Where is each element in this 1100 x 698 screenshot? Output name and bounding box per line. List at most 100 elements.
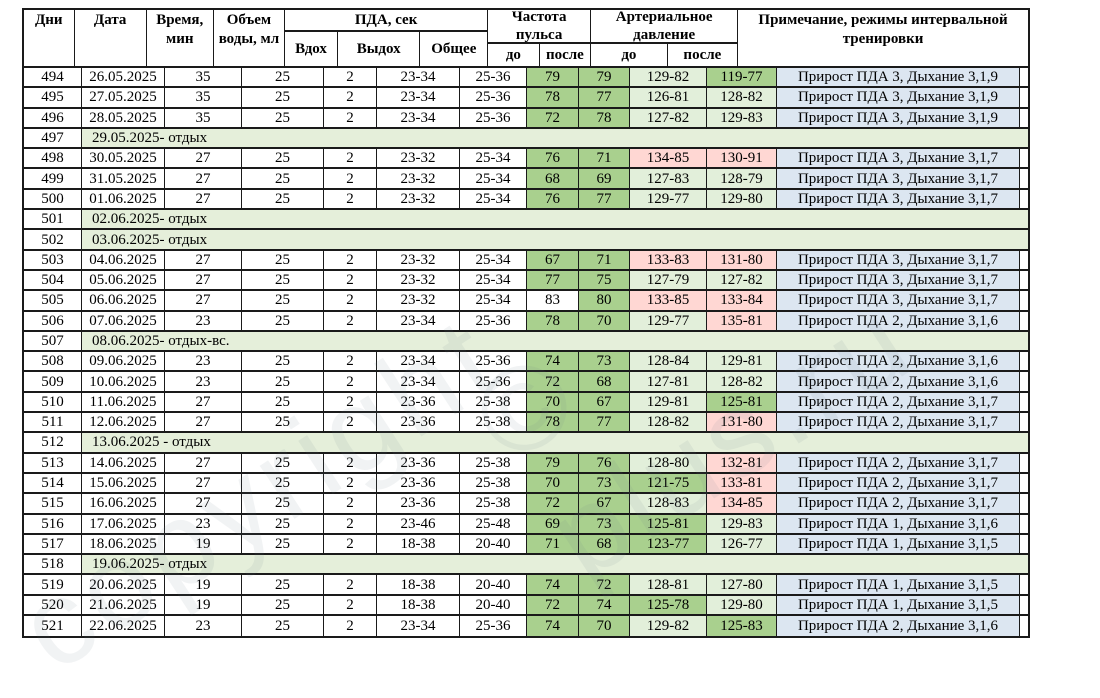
cell-exhale: 23-36 xyxy=(377,473,460,493)
header-pulse-before: до xyxy=(488,44,540,66)
cell-bp-before: 128-83 xyxy=(630,494,707,513)
note-text: Прирост ПДА 1, Дыхание 3,1,5 xyxy=(777,595,1020,615)
cell-note: Прирост ПДА 2, Дыхание 3,1,7 xyxy=(777,453,1028,472)
cell-time: 27 xyxy=(165,149,242,168)
cell-total: 25-38 xyxy=(460,413,527,432)
cell-water: 25 xyxy=(242,270,324,290)
note-text: Прирост ПДА 2, Дыхание 3,1,7 xyxy=(777,453,1020,472)
cell-bp-before: 123-77 xyxy=(630,534,707,554)
cell-time: 27 xyxy=(165,189,242,209)
header-bp-after: после xyxy=(683,46,722,63)
cell-bp-after: 132-81 xyxy=(707,453,777,472)
cell-water: 25 xyxy=(242,514,324,533)
cell-time: 27 xyxy=(165,413,242,432)
cell-note: Прирост ПДА 3, Дыхание 3,1,7 xyxy=(777,169,1028,188)
cell-date: 11.06.2025 xyxy=(82,392,165,412)
cell-pulse-after: 73 xyxy=(579,514,630,533)
table-row: 520 21.06.2025 19 25 2 18-38 20-40 72 74… xyxy=(24,595,1028,617)
cell-bp-after: 126-77 xyxy=(707,534,777,554)
note-text: Прирост ПДА 3, Дыхание 3,1,7 xyxy=(777,270,1020,290)
cell-pulse-before: 70 xyxy=(527,392,579,412)
cell-bp-before: 129-82 xyxy=(630,616,707,637)
cell-water: 25 xyxy=(242,616,324,637)
cell-day: 510 xyxy=(24,392,82,412)
cell-time: 23 xyxy=(165,372,242,391)
table-row: 495 27.05.2025 35 25 2 23-34 25-36 78 77… xyxy=(24,88,1028,109)
cell-inhale: 2 xyxy=(324,291,377,310)
cell-bp-before: 129-77 xyxy=(630,311,707,330)
cell-bp-before: 133-85 xyxy=(630,291,707,310)
table-row-rest: 497 29.05.2025- отдых xyxy=(24,128,1028,150)
table-row: 505 06.06.2025 27 25 2 23-32 25-34 83 80… xyxy=(24,291,1028,312)
cell-exhale: 23-32 xyxy=(377,250,460,269)
table-row-rest: 501 02.06.2025- отдых xyxy=(24,210,1028,231)
cell-day: 511 xyxy=(24,413,82,432)
cell-time: 19 xyxy=(165,595,242,615)
cell-pulse-before: 68 xyxy=(527,169,579,188)
header-total: Общее xyxy=(431,40,477,57)
cell-water: 25 xyxy=(242,291,324,310)
cell-exhale: 23-32 xyxy=(377,189,460,209)
cell-note: Прирост ПДА 1, Дыхание 3,1,5 xyxy=(777,595,1028,615)
header-bp-before: до xyxy=(591,44,668,66)
cell-day: 518 xyxy=(24,555,82,574)
cell-exhale: 23-36 xyxy=(377,392,460,412)
cell-pulse-after: 72 xyxy=(579,575,630,594)
note-text: Прирост ПДА 3, Дыхание 3,1,7 xyxy=(777,169,1020,188)
cell-note: Прирост ПДА 2, Дыхание 3,1,6 xyxy=(777,616,1028,637)
cell-day: 515 xyxy=(24,494,82,513)
note-text: Прирост ПДА 3, Дыхание 3,1,7 xyxy=(777,149,1020,168)
cell-day: 503 xyxy=(24,250,82,269)
cell-water: 25 xyxy=(242,575,324,594)
cell-bp-before: 134-85 xyxy=(630,149,707,168)
cell-note: Прирост ПДА 2, Дыхание 3,1,7 xyxy=(777,473,1028,493)
cell-bp-after: 128-82 xyxy=(707,372,777,391)
cell-note: Прирост ПДА 2, Дыхание 3,1,6 xyxy=(777,352,1028,371)
cell-total: 25-38 xyxy=(460,473,527,493)
cell-total: 25-34 xyxy=(460,149,527,168)
cell-day: 505 xyxy=(24,291,82,310)
cell-total: 25-48 xyxy=(460,514,527,533)
cell-day: 502 xyxy=(24,230,82,249)
note-text: Прирост ПДА 3, Дыхание 3,1,7 xyxy=(777,250,1020,269)
cell-total: 25-36 xyxy=(460,108,527,127)
cell-inhale: 2 xyxy=(324,169,377,188)
cell-bp-after: 129-80 xyxy=(707,595,777,615)
cell-day: 496 xyxy=(24,108,82,127)
cell-water: 25 xyxy=(242,68,324,87)
cell-inhale: 2 xyxy=(324,311,377,330)
cell-exhale: 23-32 xyxy=(377,169,460,188)
cell-day: 519 xyxy=(24,575,82,594)
cell-inhale: 2 xyxy=(324,595,377,615)
cell-water: 25 xyxy=(242,311,324,330)
cell-bp-after: 131-80 xyxy=(707,413,777,432)
cell-time: 27 xyxy=(165,453,242,472)
cell-bp-before: 129-77 xyxy=(630,189,707,209)
cell-rest-note: 13.06.2025 - отдых xyxy=(82,433,1028,452)
table-row: 517 18.06.2025 19 25 2 18-38 20-40 71 68… xyxy=(24,534,1028,556)
table-row-rest: 507 08.06.2025- отдых-вс. xyxy=(24,331,1028,353)
cell-pulse-after: 67 xyxy=(579,494,630,513)
cell-day: 516 xyxy=(24,514,82,533)
cell-day: 506 xyxy=(24,311,82,330)
cell-pulse-before: 77 xyxy=(527,270,579,290)
table-row: 510 11.06.2025 27 25 2 23-36 25-38 70 67… xyxy=(24,392,1028,414)
cell-total: 25-38 xyxy=(460,453,527,472)
cell-time: 23 xyxy=(165,352,242,371)
cell-date: 21.06.2025 xyxy=(82,595,165,615)
cell-pulse-before: 74 xyxy=(527,616,579,637)
cell-pulse-before: 78 xyxy=(527,413,579,432)
cell-pulse-before: 71 xyxy=(527,534,579,554)
cell-note: Прирост ПДА 3, Дыхание 3,1,7 xyxy=(777,149,1028,168)
table-row: 515 16.06.2025 27 25 2 23-36 25-38 72 67… xyxy=(24,494,1028,515)
note-text: Прирост ПДА 3, Дыхание 3,1,9 xyxy=(777,88,1020,107)
table-row-rest: 518 19.06.2025- отдых xyxy=(24,555,1028,576)
cell-pulse-after: 70 xyxy=(579,616,630,637)
cell-exhale: 18-38 xyxy=(377,575,460,594)
table-row: 496 28.05.2025 35 25 2 23-34 25-36 72 78… xyxy=(24,108,1028,129)
table-row: 513 14.06.2025 27 25 2 23-36 25-38 79 76… xyxy=(24,453,1028,474)
cell-note: Прирост ПДА 3, Дыхание 3,1,7 xyxy=(777,291,1028,310)
cell-pulse-before: 76 xyxy=(527,189,579,209)
cell-water: 25 xyxy=(242,392,324,412)
cell-bp-before: 128-80 xyxy=(630,453,707,472)
